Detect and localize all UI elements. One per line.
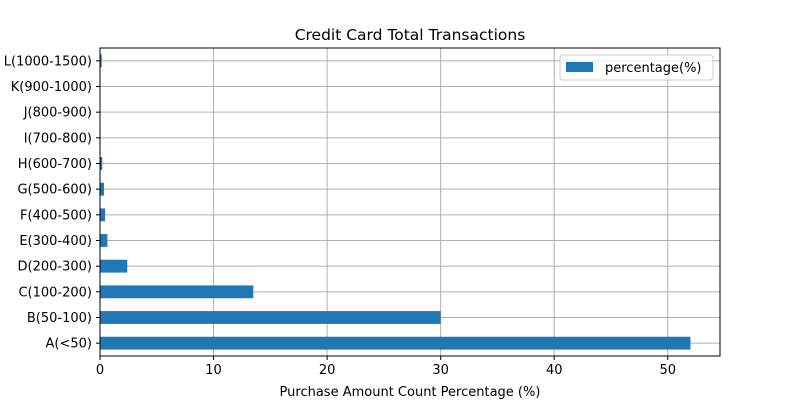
bar (100, 234, 108, 247)
y-tick-label: A(<50) (46, 337, 92, 352)
x-tick-label: 10 (205, 363, 222, 378)
y-tick-label: L(1000-1500) (4, 54, 92, 69)
bar (100, 285, 254, 299)
bar (100, 182, 104, 196)
legend-label-percentage: percentage(%) (605, 61, 702, 76)
grid-lines (99, 48, 720, 356)
y-tick-label: H(600-700) (18, 157, 92, 172)
y-axis-ticks: A(<50) B(50-100) C(100-200) D(200-300) E(300… (4, 54, 100, 352)
bar (100, 336, 691, 350)
x-tick-label: 0 (96, 363, 104, 378)
bar (100, 157, 103, 170)
x-axis-ticks: 0 10 20 30 40 50 (96, 356, 676, 378)
plot-frame (99, 47, 721, 357)
y-tick-label: E(300-400) (19, 234, 92, 249)
bar (100, 311, 441, 324)
x-axis-label: Purchase Amount Count Percentage (%) (280, 385, 541, 400)
y-tick-label: K(900-1000) (11, 80, 92, 95)
legend-box (559, 54, 714, 81)
bar (100, 259, 128, 273)
bars (100, 54, 691, 350)
y-tick-label: F(400-500) (20, 208, 92, 223)
y-tick-label: J(800-900) (23, 106, 92, 121)
x-tick-label: 30 (432, 363, 449, 378)
x-tick-label: 40 (546, 363, 563, 378)
y-tick-label: I(700-800) (24, 131, 92, 146)
bar (100, 54, 102, 68)
legend-swatch (566, 62, 593, 72)
y-tick-label: C(100-200) (18, 285, 92, 300)
chart-title: Credit Card Total Transactions (295, 26, 526, 44)
x-tick-label: 50 (659, 363, 676, 378)
bar (100, 208, 106, 222)
x-tick-label: 20 (319, 363, 336, 378)
y-tick-label: B(50-100) (27, 311, 92, 326)
y-tick-label: G(500-600) (17, 183, 92, 198)
y-tick-label: D(200-300) (18, 260, 92, 275)
legend: percentage(%) (559, 54, 714, 81)
